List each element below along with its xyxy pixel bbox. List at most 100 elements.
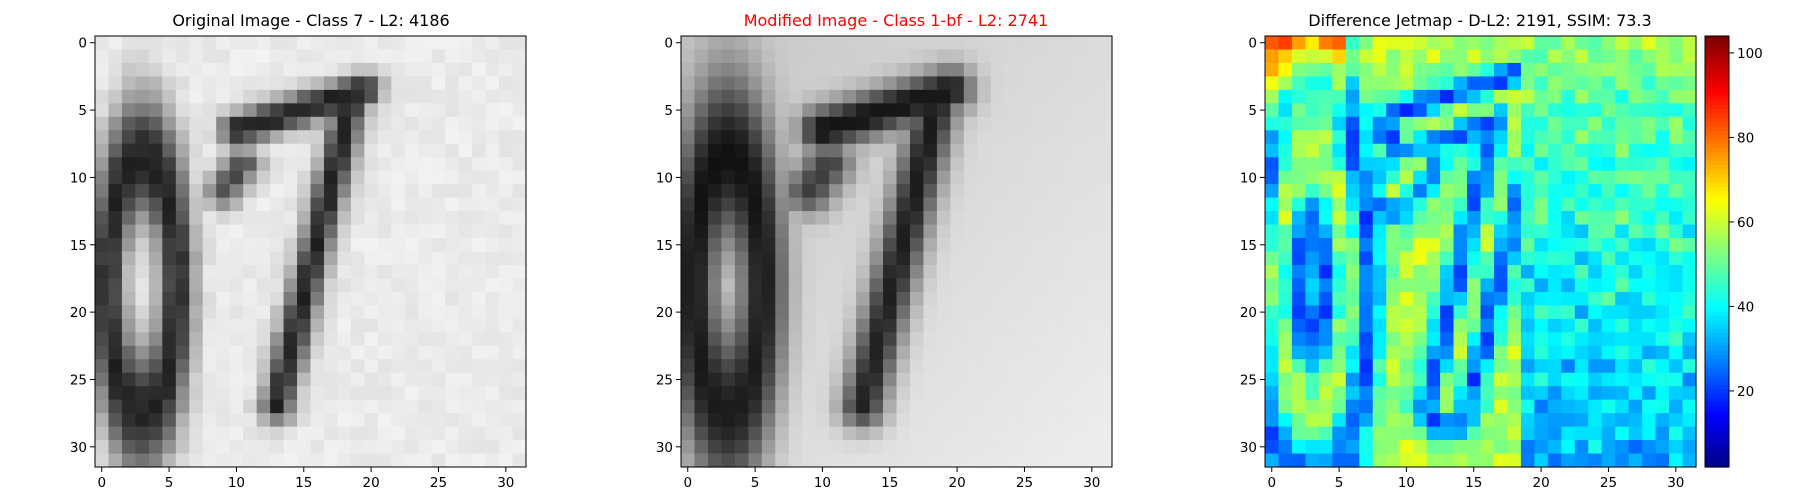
colorbar-segment [1705, 238, 1729, 244]
difference-pixel-cell [1278, 103, 1293, 118]
modified-pixel-cell [842, 197, 857, 212]
original-pixel-cell [458, 372, 473, 387]
difference-pixel-cell [1520, 62, 1535, 78]
difference-pixel-cell [1561, 157, 1576, 172]
difference-pixel-cell [1318, 116, 1333, 131]
panel-difference: Difference Jetmap - D-L2: 2191, SSIM: 73… [1240, 11, 1697, 491]
modified-pixel-cell [1017, 332, 1032, 347]
modified-pixel-cell [883, 184, 898, 199]
difference-pixel-cell [1655, 318, 1670, 333]
modified-pixel-cell [829, 49, 844, 64]
modified-pixel-cell [829, 184, 844, 199]
difference-pixel-cell [1520, 453, 1535, 468]
modified-pixel-cell [748, 291, 763, 306]
original-pixel-cell [431, 238, 446, 253]
original-pixel-cell [108, 170, 123, 185]
difference-pixel-cell [1291, 116, 1307, 131]
original-pixel-cell [297, 197, 312, 212]
modified-pixel-cell [721, 157, 736, 172]
difference-pixel-cell [1534, 305, 1549, 320]
modified-pixel-cell [950, 116, 965, 131]
modified-pixel-cell [1031, 224, 1046, 239]
original-pixel-cell [108, 359, 123, 374]
original-pixel-cell [162, 116, 177, 131]
difference-pixel-cell [1345, 345, 1360, 360]
modified-pixel-cell [963, 305, 978, 320]
difference-pixel-cell [1372, 49, 1387, 64]
modified-pixel-cell [775, 197, 790, 212]
modified-pixel-cell [775, 332, 790, 347]
difference-pixel-cell [1291, 143, 1307, 158]
original-pixel-cell [256, 291, 271, 306]
original-pixel-cell [499, 157, 514, 172]
original-pixel-cell [431, 197, 446, 212]
difference-pixel-cell [1386, 36, 1401, 51]
difference-pixel-cell [1318, 130, 1333, 145]
difference-pixel-cell [1588, 386, 1603, 401]
difference-pixel-cell [1399, 453, 1414, 468]
modified-pixel-cell [909, 372, 925, 387]
modified-pixel-cell [990, 426, 1005, 441]
x-tick-label: 0 [97, 475, 106, 491]
modified-pixel-cell [936, 211, 951, 226]
original-pixel-cell [162, 386, 177, 401]
original-pixel-cell [485, 76, 500, 91]
modified-pixel-cell [788, 184, 803, 199]
difference-pixel-cell [1480, 278, 1495, 293]
x-tick-label: 5 [1335, 475, 1344, 491]
difference-pixel-cell [1547, 264, 1562, 280]
modified-pixel-cell [721, 224, 736, 239]
original-pixel-cell [189, 264, 204, 280]
modified-pixel-cell [950, 224, 965, 239]
original-pixel-cell [297, 36, 312, 51]
colorbar-segment [1705, 92, 1729, 97]
difference-pixel-cell [1386, 103, 1401, 118]
difference-pixel-cell [1467, 251, 1482, 266]
modified-pixel-cell [1058, 453, 1073, 468]
modified-pixel-cell [1031, 49, 1046, 64]
original-pixel-cell [377, 197, 392, 212]
original-pixel-cell [418, 130, 433, 145]
modified-pixel-cell [734, 386, 749, 401]
original-pixel-cell [445, 76, 460, 91]
original-pixel-cell [337, 251, 352, 266]
original-pixel-cell [243, 264, 258, 280]
difference-pixel-cell [1574, 184, 1589, 199]
modified-pixel-cell [1017, 318, 1032, 333]
original-pixel-cell [229, 36, 244, 51]
modified-pixel-cell [815, 251, 830, 266]
difference-pixel-cell [1601, 440, 1616, 455]
original-pixel-cell [229, 143, 244, 158]
original-pixel-cell [175, 278, 190, 293]
modified-pixel-cell [963, 238, 978, 253]
modified-pixel-cell [936, 359, 951, 374]
difference-pixel-cell [1642, 89, 1657, 104]
difference-pixel-cell [1413, 440, 1428, 455]
original-pixel-cell [121, 291, 137, 306]
difference-pixel-cell [1359, 49, 1374, 64]
original-pixel-cell [297, 372, 312, 387]
original-pixel-cell [95, 62, 110, 78]
original-pixel-cell [162, 251, 177, 266]
original-pixel-cell [404, 345, 419, 360]
modified-pixel-cell [721, 332, 736, 347]
modified-pixel-cell [896, 359, 911, 374]
difference-pixel-cell [1278, 170, 1293, 185]
original-image-heatmap [95, 36, 527, 468]
original-pixel-cell [108, 413, 123, 428]
difference-pixel-cell [1399, 36, 1414, 51]
y-tick-label: 5 [78, 103, 87, 119]
difference-pixel-cell [1359, 372, 1374, 387]
original-pixel-cell [512, 49, 527, 64]
modified-pixel-cell [950, 386, 965, 401]
modified-pixel-cell [1058, 224, 1073, 239]
modified-pixel-cell [815, 197, 830, 212]
modified-pixel-cell [1071, 62, 1086, 78]
original-pixel-cell [256, 143, 271, 158]
original-pixel-cell [404, 399, 419, 414]
difference-pixel-cell [1426, 211, 1441, 226]
difference-pixel-cell [1480, 76, 1495, 91]
difference-pixel-cell [1615, 359, 1630, 374]
original-pixel-cell [350, 332, 365, 347]
modified-pixel-cell [694, 291, 709, 306]
